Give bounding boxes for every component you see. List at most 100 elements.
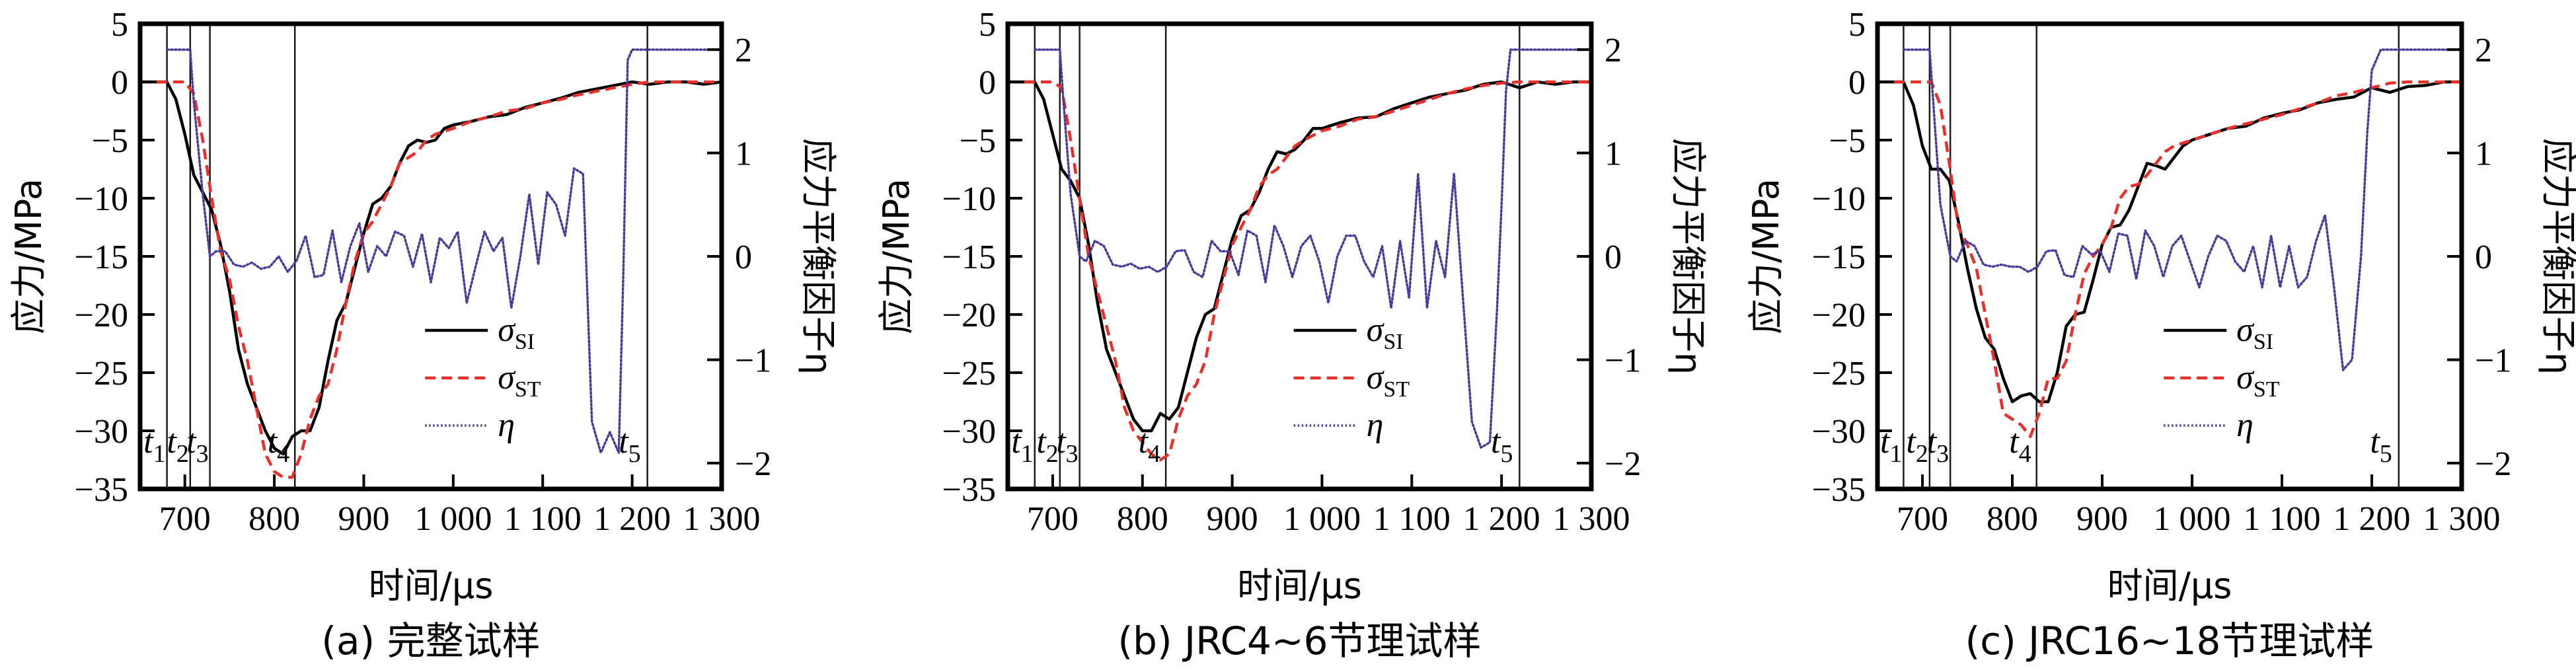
y-tick-label: −15 — [1812, 239, 1866, 276]
y-tick-label: −15 — [75, 239, 128, 276]
panel-caption: (c) JRC16~18节理试样 — [1965, 618, 2374, 663]
x-tick-label: 1 100 — [504, 500, 582, 538]
y-tick-label: 5 — [1848, 6, 1866, 44]
y-axis-label: 应力/MPa — [876, 178, 917, 334]
x-tick-label: 1 300 — [1553, 500, 1630, 538]
marker-label-t3: t3 — [186, 423, 208, 468]
y2-tick-label: 1 — [1605, 135, 1622, 173]
y-tick-label: −25 — [942, 355, 996, 392]
y-tick-label: −35 — [1812, 471, 1866, 509]
y2-axis-label: 应力平衡因子η — [2538, 138, 2576, 375]
panel-caption: (b) JRC4~6节理试样 — [1118, 618, 1482, 663]
series-line-eta — [1034, 48, 1593, 449]
x-tick-label: 1 100 — [2244, 500, 2321, 538]
y-tick-label: −30 — [942, 413, 996, 451]
y-tick-label: −10 — [942, 180, 996, 218]
y-tick-label: −20 — [1812, 297, 1866, 334]
y-tick-label: −20 — [942, 297, 996, 334]
x-tick-label: 1 000 — [2154, 500, 2231, 538]
chart-panel-b: 700 800 900 1 000 1 100 1 200 1 30050−5−10−15−… — [876, 6, 1709, 663]
marker-label-t2: t2 — [1036, 423, 1058, 468]
y-axis-label: 应力/MPa — [8, 178, 50, 334]
marker-label-t5: t5 — [1491, 423, 1513, 468]
y-tick-label: −10 — [75, 180, 128, 218]
y-tick-label: −20 — [75, 297, 128, 334]
legend-label-eta: η — [498, 406, 515, 444]
marker-label-t4: t4 — [268, 423, 289, 468]
legend-label-sigma-st: σST — [1367, 359, 1410, 402]
y2-tick-label: 1 — [2475, 135, 2492, 173]
x-tick-label: 800 — [248, 500, 300, 538]
y2-tick-label: −2 — [735, 445, 771, 483]
x-tick-label: 900 — [2076, 500, 2128, 538]
marker-label-t3: t3 — [1927, 423, 1949, 468]
y2-tick-label: −2 — [1605, 445, 1641, 483]
marker-label-t1: t1 — [1880, 423, 1902, 468]
x-tick-label: 1 100 — [1373, 500, 1451, 538]
y-axis-label: 应力/MPa — [1745, 178, 1787, 334]
y-tick-label: −30 — [1812, 413, 1866, 451]
y-tick-label: 0 — [979, 64, 996, 102]
x-tick-label: 700 — [1897, 500, 1948, 538]
chart-panel-c: 700 800 900 1 000 1 100 1 200 1 30050−5−10−15−… — [1745, 6, 2576, 663]
marker-label-t4: t4 — [1139, 423, 1160, 468]
plot-frame — [1005, 21, 1594, 492]
legend-label-sigma-si: σSI — [1367, 311, 1404, 354]
y2-tick-label: 0 — [2475, 239, 2492, 276]
y2-tick-label: −1 — [735, 342, 771, 379]
y2-tick-label: 2 — [2475, 32, 2492, 69]
series-line-sigma-st — [1008, 80, 1591, 462]
x-tick-label: 900 — [1207, 500, 1258, 538]
y2-axis-label: 应力平衡因子η — [1667, 138, 1709, 375]
marker-label-t3: t3 — [1056, 423, 1078, 468]
x-tick-label: 800 — [1987, 500, 2038, 538]
y-tick-label: −5 — [92, 122, 128, 160]
x-axis-label: 时间/μs — [369, 565, 494, 607]
x-tick-label: 1 000 — [1283, 500, 1361, 538]
y2-axis-label: 应力平衡因子η — [798, 138, 839, 375]
panel-caption: (a) 完整试样 — [321, 618, 540, 663]
x-tick-label: 700 — [1027, 500, 1079, 538]
series-line-sigma-st — [1877, 80, 2462, 439]
series-line-sigma-st — [140, 80, 722, 479]
marker-label-t2: t2 — [167, 423, 188, 468]
y-tick-label: −5 — [960, 122, 996, 160]
chart-panel-a: 700 800 900 1 000 1 100 1 200 1 30050−5−10−15−… — [8, 6, 839, 663]
y2-tick-label: −1 — [1605, 342, 1641, 379]
y2-tick-label: −1 — [2475, 342, 2511, 379]
y-tick-label: 5 — [111, 6, 128, 44]
x-axis-label: 时间/μs — [2107, 565, 2232, 607]
marker-label-t4: t4 — [2009, 423, 2031, 468]
x-tick-label: 1 200 — [2333, 500, 2411, 538]
legend-label-sigma-st: σST — [2236, 359, 2280, 402]
y-tick-label: −10 — [1812, 180, 1866, 218]
marker-label-t1: t1 — [143, 423, 165, 468]
y-tick-label: −25 — [1812, 355, 1866, 392]
series-line-eta — [1902, 48, 2463, 371]
y2-tick-label: 2 — [735, 32, 752, 69]
y-tick-label: −5 — [1829, 122, 1866, 160]
x-tick-label: 1 200 — [593, 500, 671, 538]
marker-label-t5: t5 — [2370, 423, 2392, 468]
series-line-sigma-si — [140, 80, 722, 456]
y-tick-label: −25 — [75, 355, 128, 392]
legend-label-eta: η — [1367, 406, 1384, 444]
y2-tick-label: 2 — [1605, 32, 1622, 69]
y-tick-label: 5 — [979, 6, 996, 44]
marker-label-t2: t2 — [1906, 423, 1928, 468]
marker-label-t5: t5 — [619, 423, 640, 468]
x-tick-label: 1 000 — [414, 500, 492, 538]
x-tick-label: 1 300 — [683, 500, 761, 538]
x-tick-label: 1 200 — [1463, 500, 1540, 538]
series-line-eta — [165, 48, 723, 454]
legend-label-eta: η — [2236, 406, 2254, 444]
y-tick-label: −30 — [75, 413, 128, 451]
x-tick-label: 900 — [338, 500, 389, 538]
legend-label-sigma-si: σSI — [2236, 311, 2273, 354]
x-tick-label: 1 300 — [2423, 500, 2501, 538]
x-tick-label: 800 — [1117, 500, 1168, 538]
y2-tick-label: 1 — [735, 135, 752, 173]
y2-tick-label: 0 — [735, 239, 752, 276]
y-tick-label: 0 — [1848, 64, 1866, 102]
